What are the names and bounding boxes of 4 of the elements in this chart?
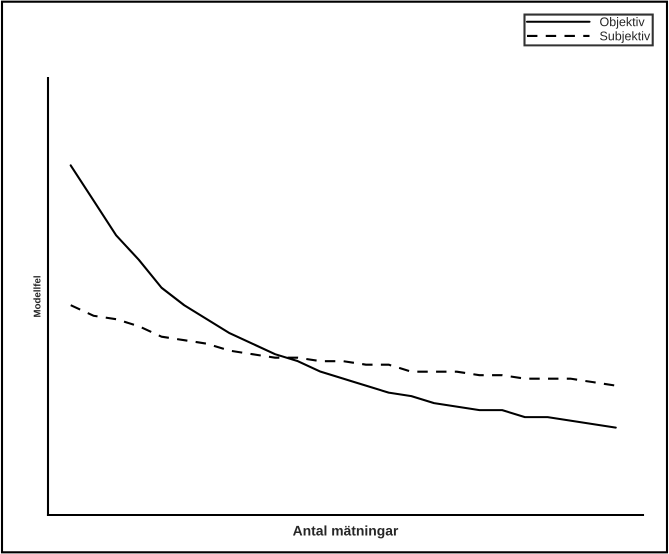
y-axis-title: Modellfel (33, 276, 41, 317)
x-axis-title: Antal mätningar (292, 525, 398, 538)
legend-label: Objektiv (600, 17, 645, 29)
legend-label: Subjektiv (600, 31, 650, 43)
